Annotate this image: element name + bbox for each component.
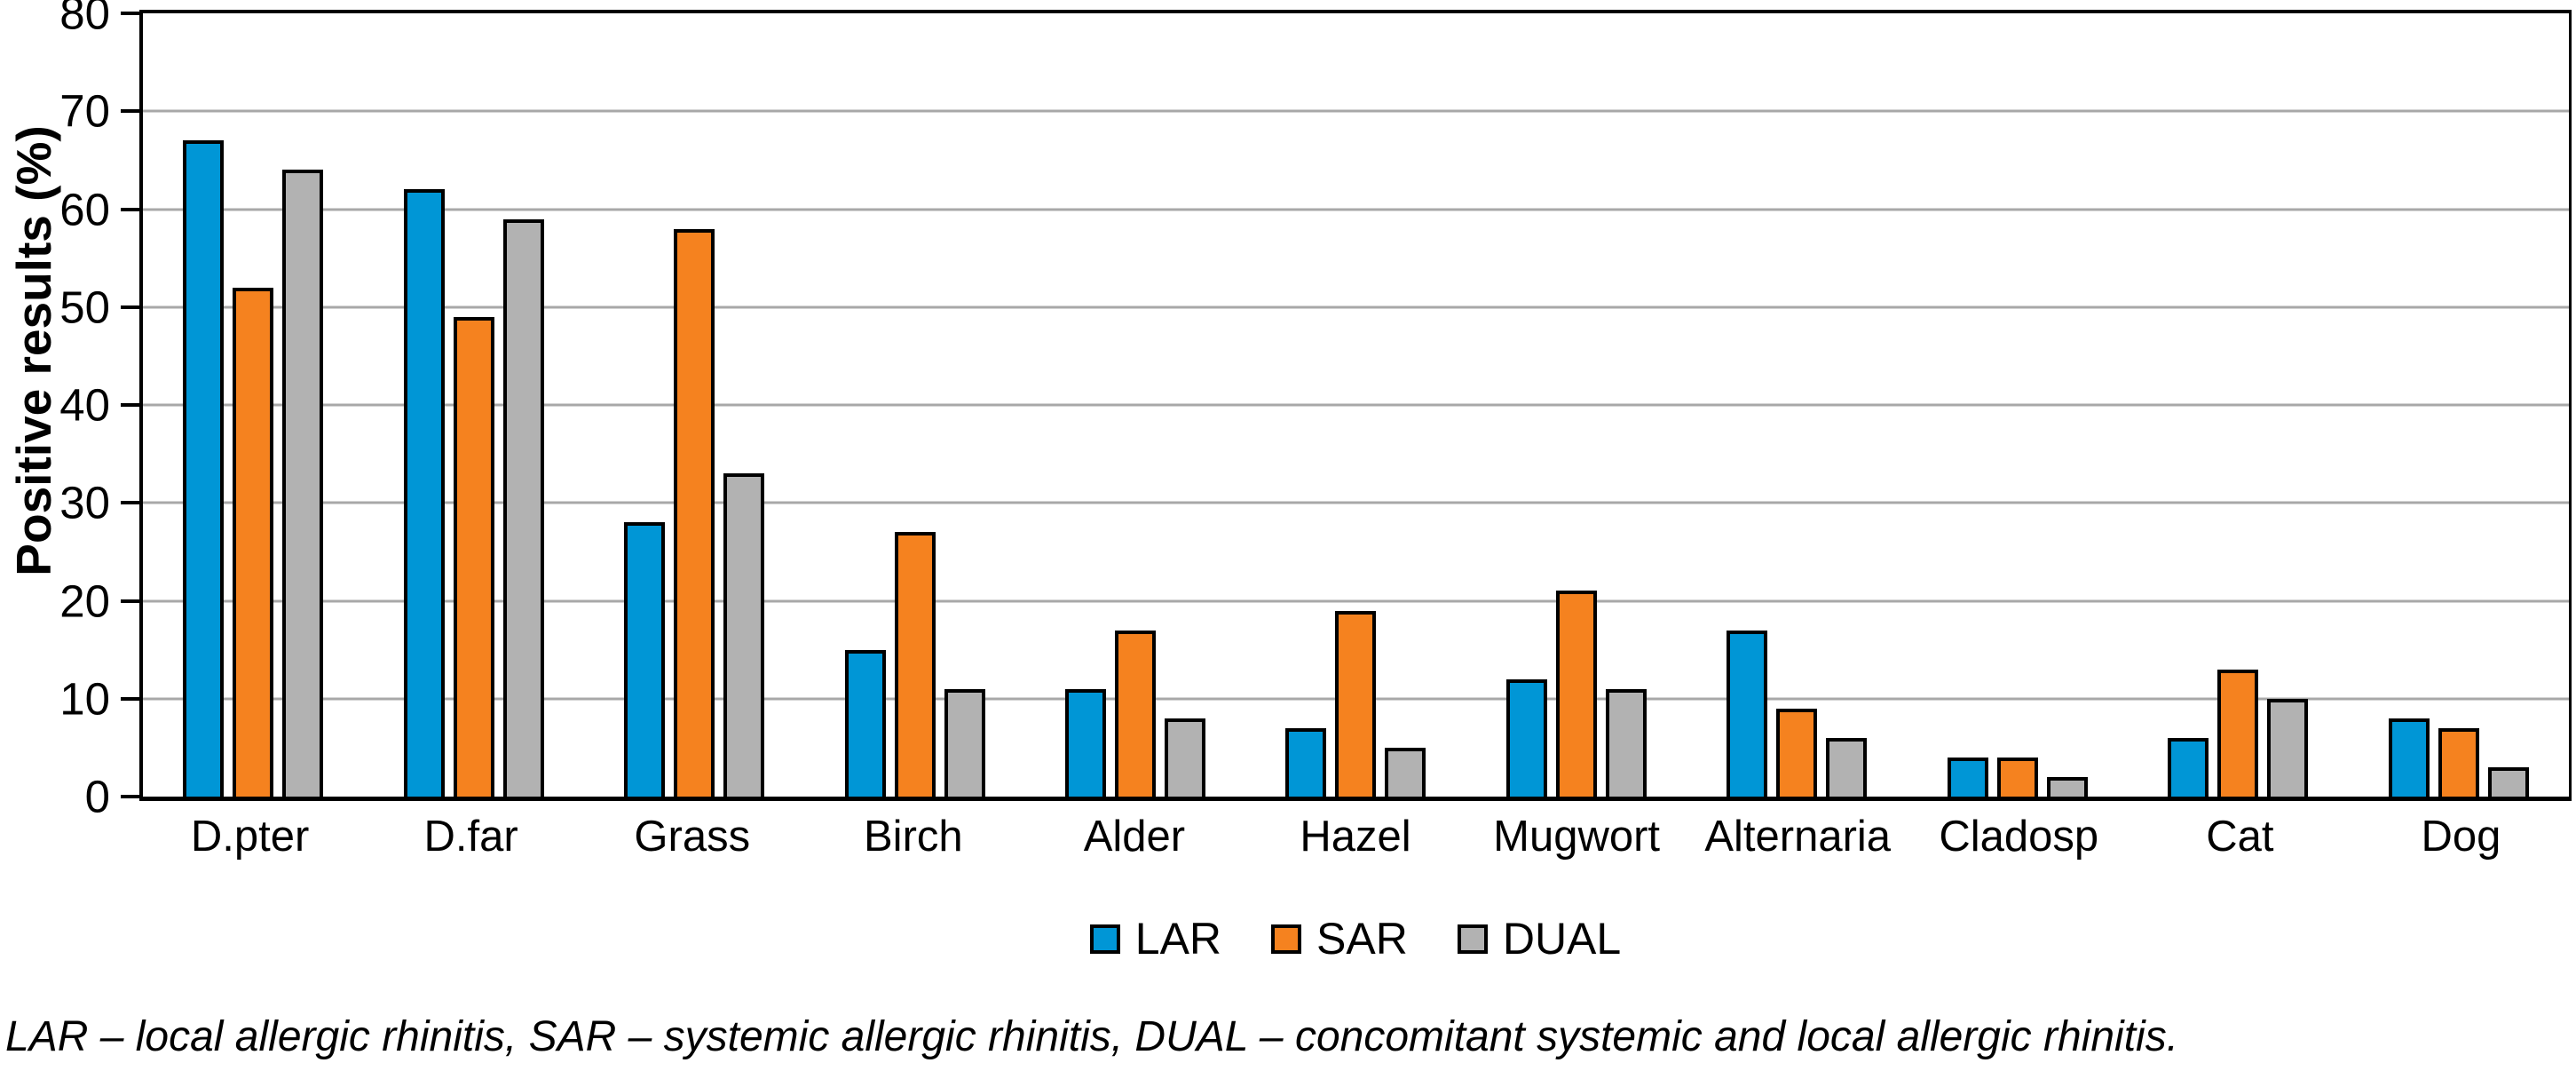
bar-group-mugwort <box>1466 13 1687 797</box>
bar-group-cat <box>2128 13 2348 797</box>
legend-item-sar: SAR <box>1271 913 1408 964</box>
y-axis-tick-60 <box>121 207 139 211</box>
y-axis: 0 10 20 30 40 50 60 70 80 <box>0 0 139 822</box>
bar-group-cladosp <box>1908 13 2128 797</box>
y-axis-tick-label-0: 0 <box>84 771 110 822</box>
y-axis-tick-20 <box>121 599 139 603</box>
x-axis-label-alternaria: Alternaria <box>1704 813 1892 861</box>
y-axis-tick-30 <box>121 501 139 505</box>
y-axis-tick-label-40: 40 <box>59 379 110 431</box>
bar-dual-alternaria <box>1826 737 1868 797</box>
y-axis-tick-50 <box>121 305 139 309</box>
bar-sar-dog <box>2438 727 2479 797</box>
x-axis-label-birch: Birch <box>864 813 963 861</box>
x-axis-label-d-pter: D.pter <box>190 813 310 861</box>
bar-lar-mugwort <box>1505 678 1547 797</box>
bar-sar-d-pter <box>233 287 274 797</box>
gridline-40 <box>143 403 2569 407</box>
legend-label-lar: LAR <box>1134 914 1222 964</box>
bar-sar-cat <box>2217 669 2259 797</box>
legend-swatch-sar <box>1271 924 1302 954</box>
bar-dual-dog <box>2487 766 2529 797</box>
legend-swatch-dual <box>1457 924 1488 954</box>
bar-lar-cat <box>2168 737 2209 797</box>
x-axis-label-grass: Grass <box>634 813 751 861</box>
bar-dual-d-far <box>502 218 544 797</box>
bar-lar-d-pter <box>183 140 225 797</box>
bar-group-grass <box>584 13 804 797</box>
bar-dual-grass <box>723 473 765 797</box>
bar-dual-hazel <box>1385 747 1426 797</box>
bar-sar-cladosp <box>1996 757 2038 797</box>
bar-lar-dog <box>2388 718 2430 797</box>
bar-group-dog <box>2349 13 2569 797</box>
y-axis-tick-10 <box>121 696 139 701</box>
bar-group-hazel <box>1245 13 1466 797</box>
bar-group-alder <box>1025 13 1245 797</box>
bar-group-birch <box>804 13 1024 797</box>
gridline-70 <box>143 109 2569 113</box>
bar-groups-container <box>143 13 2569 797</box>
bar-sar-alder <box>1115 630 1157 797</box>
legend: LAR SAR DUAL <box>139 913 2572 964</box>
bar-sar-mugwort <box>1555 591 1597 797</box>
y-axis-tick-80 <box>121 12 139 15</box>
y-axis-tick-label-60: 60 <box>59 184 110 234</box>
legend-label-dual: DUAL <box>1502 914 1622 964</box>
y-axis-tick-label-10: 10 <box>59 673 110 725</box>
y-axis-tick-label-80: 80 <box>59 0 110 39</box>
bar-group-d-far <box>363 13 583 797</box>
bar-sar-grass <box>674 228 715 797</box>
gridline-30 <box>143 501 2569 504</box>
bar-dual-cat <box>2267 698 2309 797</box>
bar-sar-d-far <box>453 316 494 797</box>
bar-lar-hazel <box>1285 727 1327 797</box>
bar-lar-alder <box>1065 688 1107 797</box>
y-axis-tick-label-20: 20 <box>59 575 110 626</box>
gridline-50 <box>143 305 2569 309</box>
plot-area <box>139 10 2572 801</box>
bar-dual-cladosp <box>2046 776 2088 797</box>
legend-item-lar: LAR <box>1089 913 1222 964</box>
legend-swatch-lar <box>1089 924 1120 954</box>
x-axis-label-hazel: Hazel <box>1300 813 1411 861</box>
x-axis-label-mugwort: Mugwort <box>1493 813 1661 861</box>
x-axis-labels: D.pter D.far Grass Birch Alder Hazel Mugwort Al… <box>139 812 2572 861</box>
bar-group-alternaria <box>1687 13 1907 797</box>
bar-sar-birch <box>894 532 936 797</box>
bar-dual-d-pter <box>282 170 324 797</box>
bar-dual-birch <box>944 688 985 797</box>
x-axis-label-alder: Alder <box>1083 813 1186 861</box>
legend-item-dual: DUAL <box>1457 913 1622 964</box>
y-axis-tick-0 <box>121 795 139 798</box>
bar-sar-alternaria <box>1776 708 1818 797</box>
bar-lar-cladosp <box>1947 757 1988 797</box>
bar-lar-d-far <box>403 189 445 797</box>
bar-lar-grass <box>624 522 666 797</box>
legend-label-sar: SAR <box>1316 914 1408 964</box>
bar-dual-alder <box>1165 718 1206 797</box>
bar-group-d-pter <box>143 13 363 797</box>
footnote: LAR – local allergic rhinitis, SAR – sys… <box>5 1013 2179 1060</box>
x-axis-label-cat: Cat <box>2206 813 2274 861</box>
y-axis-tick-40 <box>121 403 139 407</box>
x-axis-label-cladosp: Cladosp <box>1939 813 2099 861</box>
bar-dual-mugwort <box>1605 688 1647 797</box>
bar-sar-hazel <box>1335 610 1377 797</box>
gridline-20 <box>143 599 2569 602</box>
y-axis-tick-label-70: 70 <box>59 85 110 137</box>
bar-lar-alternaria <box>1727 630 1768 797</box>
y-axis-tick-label-30: 30 <box>59 477 110 528</box>
bar-lar-birch <box>844 649 886 797</box>
x-axis-label-d-far: D.far <box>423 813 518 861</box>
gridline-60 <box>143 208 2569 210</box>
y-axis-tick-label-50: 50 <box>59 282 110 333</box>
x-axis-label-dog: Dog <box>2421 813 2501 861</box>
y-axis-tick-70 <box>121 109 139 114</box>
